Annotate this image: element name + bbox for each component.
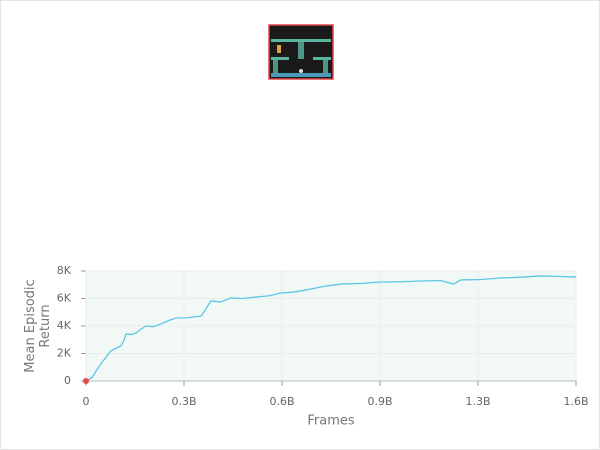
x-tick-label: 0.9B (367, 395, 392, 408)
x-tick-label: 0.6B (269, 395, 294, 408)
y-axis-label: Mean Episodic Return (23, 279, 53, 373)
y-tick-label: 8K (57, 264, 72, 277)
x-tick-label: 0.3B (171, 395, 196, 408)
x-tick-label: 0 (83, 395, 90, 408)
y-tick-label: 4K (57, 319, 72, 332)
y-tick-label: 6K (57, 292, 72, 305)
y-tick-label: 2K (57, 347, 72, 360)
start-marker (83, 378, 89, 384)
x-tick-label: 1.6B (563, 395, 588, 408)
x-tick-label: 1.3B (465, 395, 490, 408)
line (85, 275, 577, 382)
x-axis-label: Frames (307, 414, 355, 429)
game-thumbnail (268, 24, 334, 80)
y-tick-label: 0 (64, 374, 71, 387)
